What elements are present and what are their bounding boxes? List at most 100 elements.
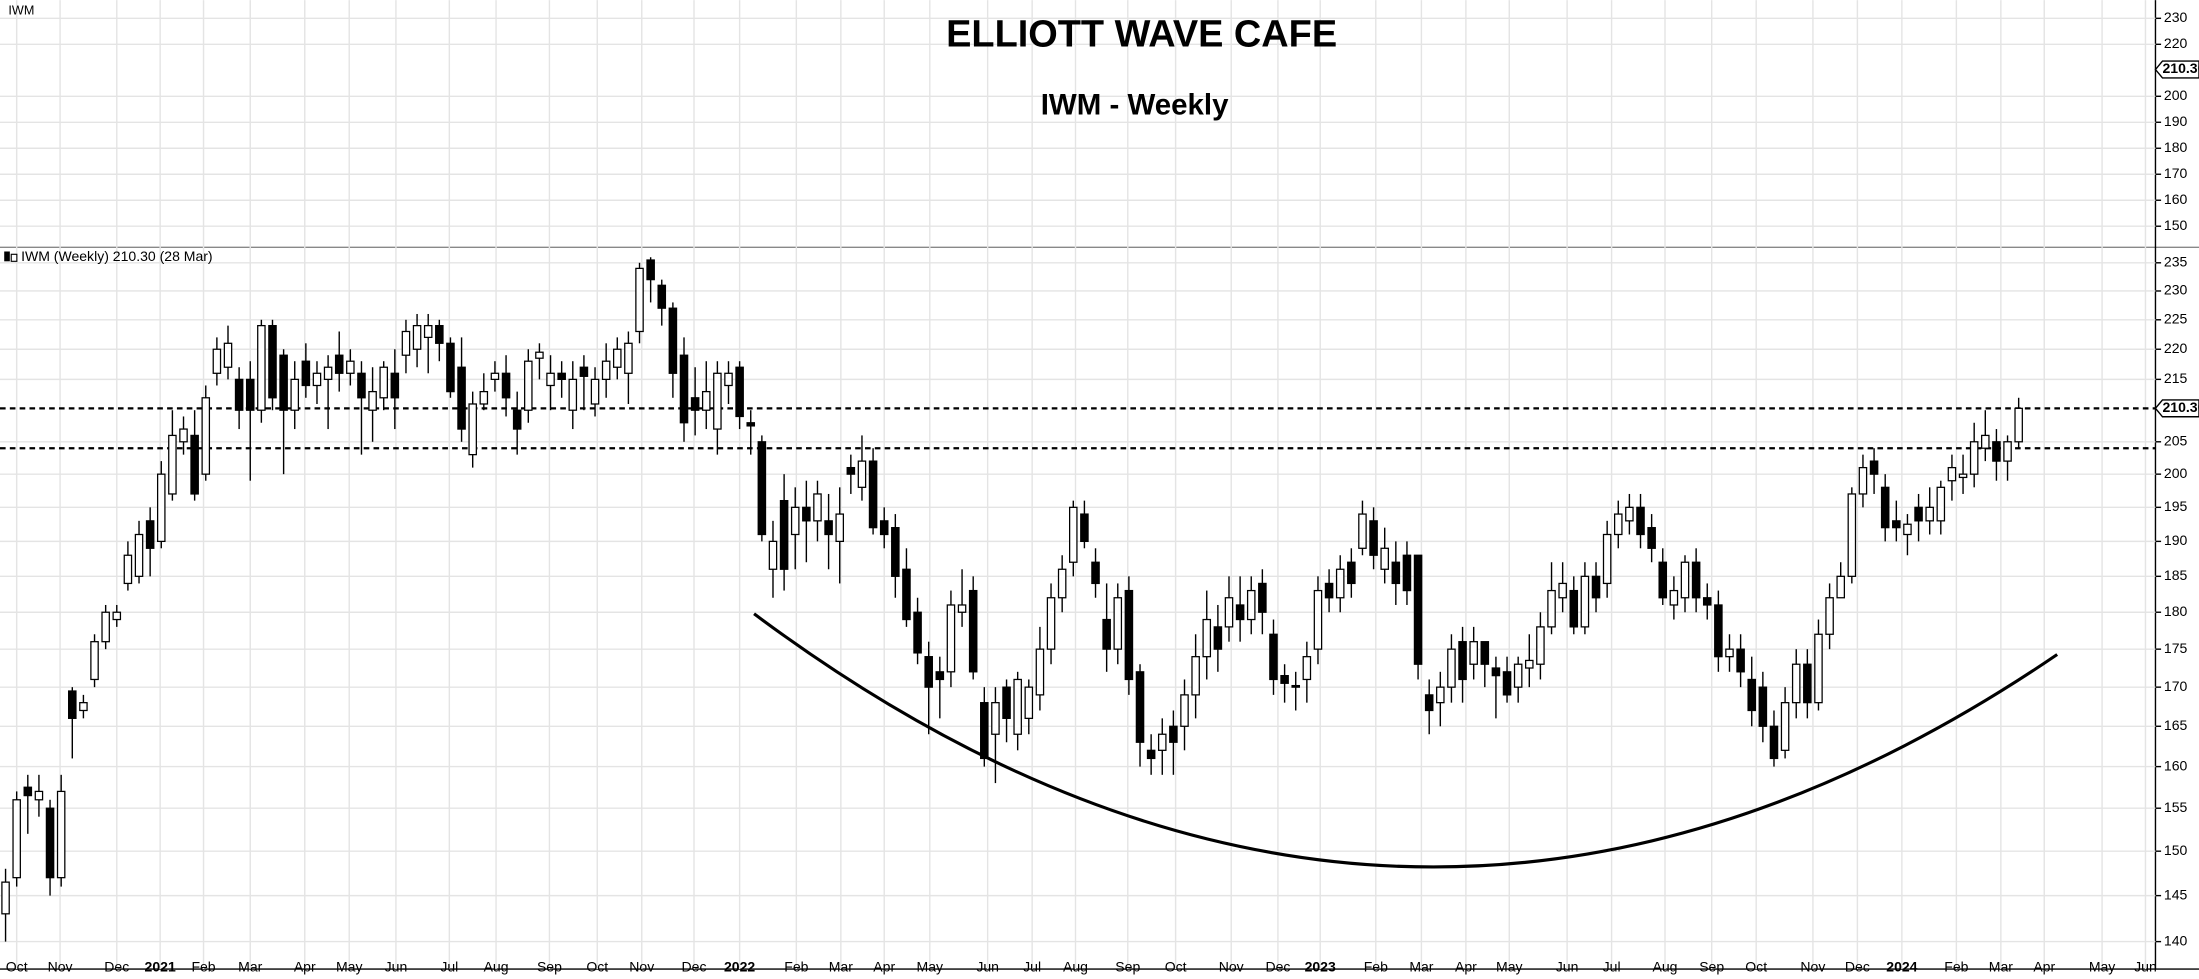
y-tick-label: 230 (2164, 282, 2188, 298)
x-tick-label: Nov (48, 958, 73, 974)
y-tick-label: 140 (2164, 932, 2188, 948)
candle-body (357, 372, 366, 399)
candle-body (1135, 671, 1145, 743)
candle-body (1424, 694, 1434, 712)
x-tick-label: May (336, 958, 363, 974)
candle-body (257, 324, 266, 411)
candle-body (1291, 684, 1301, 688)
y-tick-label: 230 (2164, 9, 2188, 25)
candle-body (1480, 641, 1490, 665)
candle-body (991, 702, 1000, 735)
y-tick-label: 215 (2164, 370, 2188, 386)
x-tick-label: Apr (2033, 958, 2055, 974)
candle-body (1658, 561, 1668, 599)
x-tick-label: Apr (1455, 958, 1477, 974)
x-tick-label: Mar (829, 958, 853, 974)
last-value-badge (2154, 60, 2199, 79)
candle-body (1391, 561, 1401, 585)
legend-text: IWM (Weekly) 210.30 (28 Mar) (21, 248, 213, 264)
x-tick-label: Oct (1165, 958, 1187, 974)
candle-body (1369, 520, 1378, 556)
candle-body (1525, 659, 1534, 669)
x-tick-label: Apr (294, 958, 316, 974)
candle-body (1602, 533, 1612, 585)
candle-body (668, 307, 678, 374)
candle-body (980, 702, 989, 760)
candle-body (1536, 626, 1545, 665)
last-value-badge (2154, 399, 2199, 418)
candle-body (245, 378, 255, 411)
candle-body (701, 390, 711, 411)
y-tick-label: 175 (2164, 640, 2188, 656)
candle-body (1825, 597, 1834, 635)
legend-icon (10, 253, 18, 262)
candle-body (1547, 589, 1556, 628)
candle-body (1380, 547, 1389, 570)
panel-label: IWM (8, 4, 34, 18)
candle-body (1780, 702, 1790, 751)
candle-body (1758, 686, 1768, 727)
x-tick-label: 2024 (1886, 958, 1917, 974)
candle-body (1625, 506, 1634, 522)
candle-body (1836, 575, 1845, 599)
candle-body (379, 366, 388, 399)
candle-body (201, 397, 211, 475)
candle-body (1046, 597, 1056, 650)
candle-body (924, 656, 933, 688)
candle-body (768, 540, 778, 570)
candle-body (1113, 597, 1123, 650)
candle-body (1269, 633, 1278, 681)
candle-body (891, 527, 900, 577)
x-tick-label: Mar (1409, 958, 1433, 974)
candle-body (713, 372, 722, 430)
x-tick-label: Feb (191, 958, 215, 974)
cup-curve (753, 612, 2059, 869)
candle-body (1680, 561, 1690, 599)
candle-body (1647, 527, 1656, 549)
candle-body (12, 799, 21, 879)
candle-body (1258, 582, 1267, 613)
candle-body (1235, 604, 1245, 621)
x-tick-label: Sep (537, 958, 562, 974)
candle-body (1736, 648, 1745, 673)
x-tick-label: 2022 (724, 958, 755, 974)
candle-body (1169, 725, 1178, 743)
candle-body (1402, 554, 1412, 592)
candle-body (1613, 513, 1623, 536)
y-tick-label: 150 (2164, 217, 2188, 233)
candle-body (223, 342, 233, 368)
candle-body (546, 372, 555, 387)
x-tick-label: Sep (1115, 958, 1140, 974)
candle-body (1469, 641, 1478, 665)
candle-body (1636, 506, 1645, 536)
x-tick-label: Sep (1699, 958, 1724, 974)
candle-body (579, 366, 589, 377)
candle-body (757, 441, 767, 536)
candle-body (1013, 678, 1022, 735)
candle-body (2003, 441, 2012, 462)
candle-body (1903, 523, 1912, 536)
candle-body (312, 372, 322, 387)
x-tick-label: Aug (1063, 958, 1088, 974)
x-tick-label: Apr (873, 958, 895, 974)
candle-body (468, 403, 477, 456)
candle-body (612, 348, 622, 368)
x-tick-label: Jul (1603, 958, 1621, 974)
candle-body (1925, 506, 1934, 522)
y-tick-label: 180 (2164, 603, 2188, 619)
candle-body (1914, 506, 1923, 522)
candle-body (368, 390, 377, 411)
candle-body (446, 342, 455, 393)
candle-body (179, 428, 188, 443)
y-tick-label: 190 (2164, 113, 2188, 129)
x-tick-label: Jun (385, 958, 408, 974)
candle-body (1747, 678, 1757, 712)
candle-body (1858, 466, 1868, 495)
candle-body (1324, 582, 1334, 599)
candle-body (646, 259, 655, 281)
x-tick-label: Dec (104, 958, 129, 974)
x-tick-label: Jul (440, 958, 458, 974)
x-tick-label: Feb (1364, 958, 1388, 974)
